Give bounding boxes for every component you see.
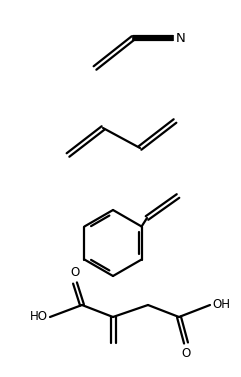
Text: OH: OH <box>212 299 230 311</box>
Text: N: N <box>176 32 186 44</box>
Text: O: O <box>70 266 80 279</box>
Text: O: O <box>181 347 191 360</box>
Text: HO: HO <box>30 311 48 323</box>
